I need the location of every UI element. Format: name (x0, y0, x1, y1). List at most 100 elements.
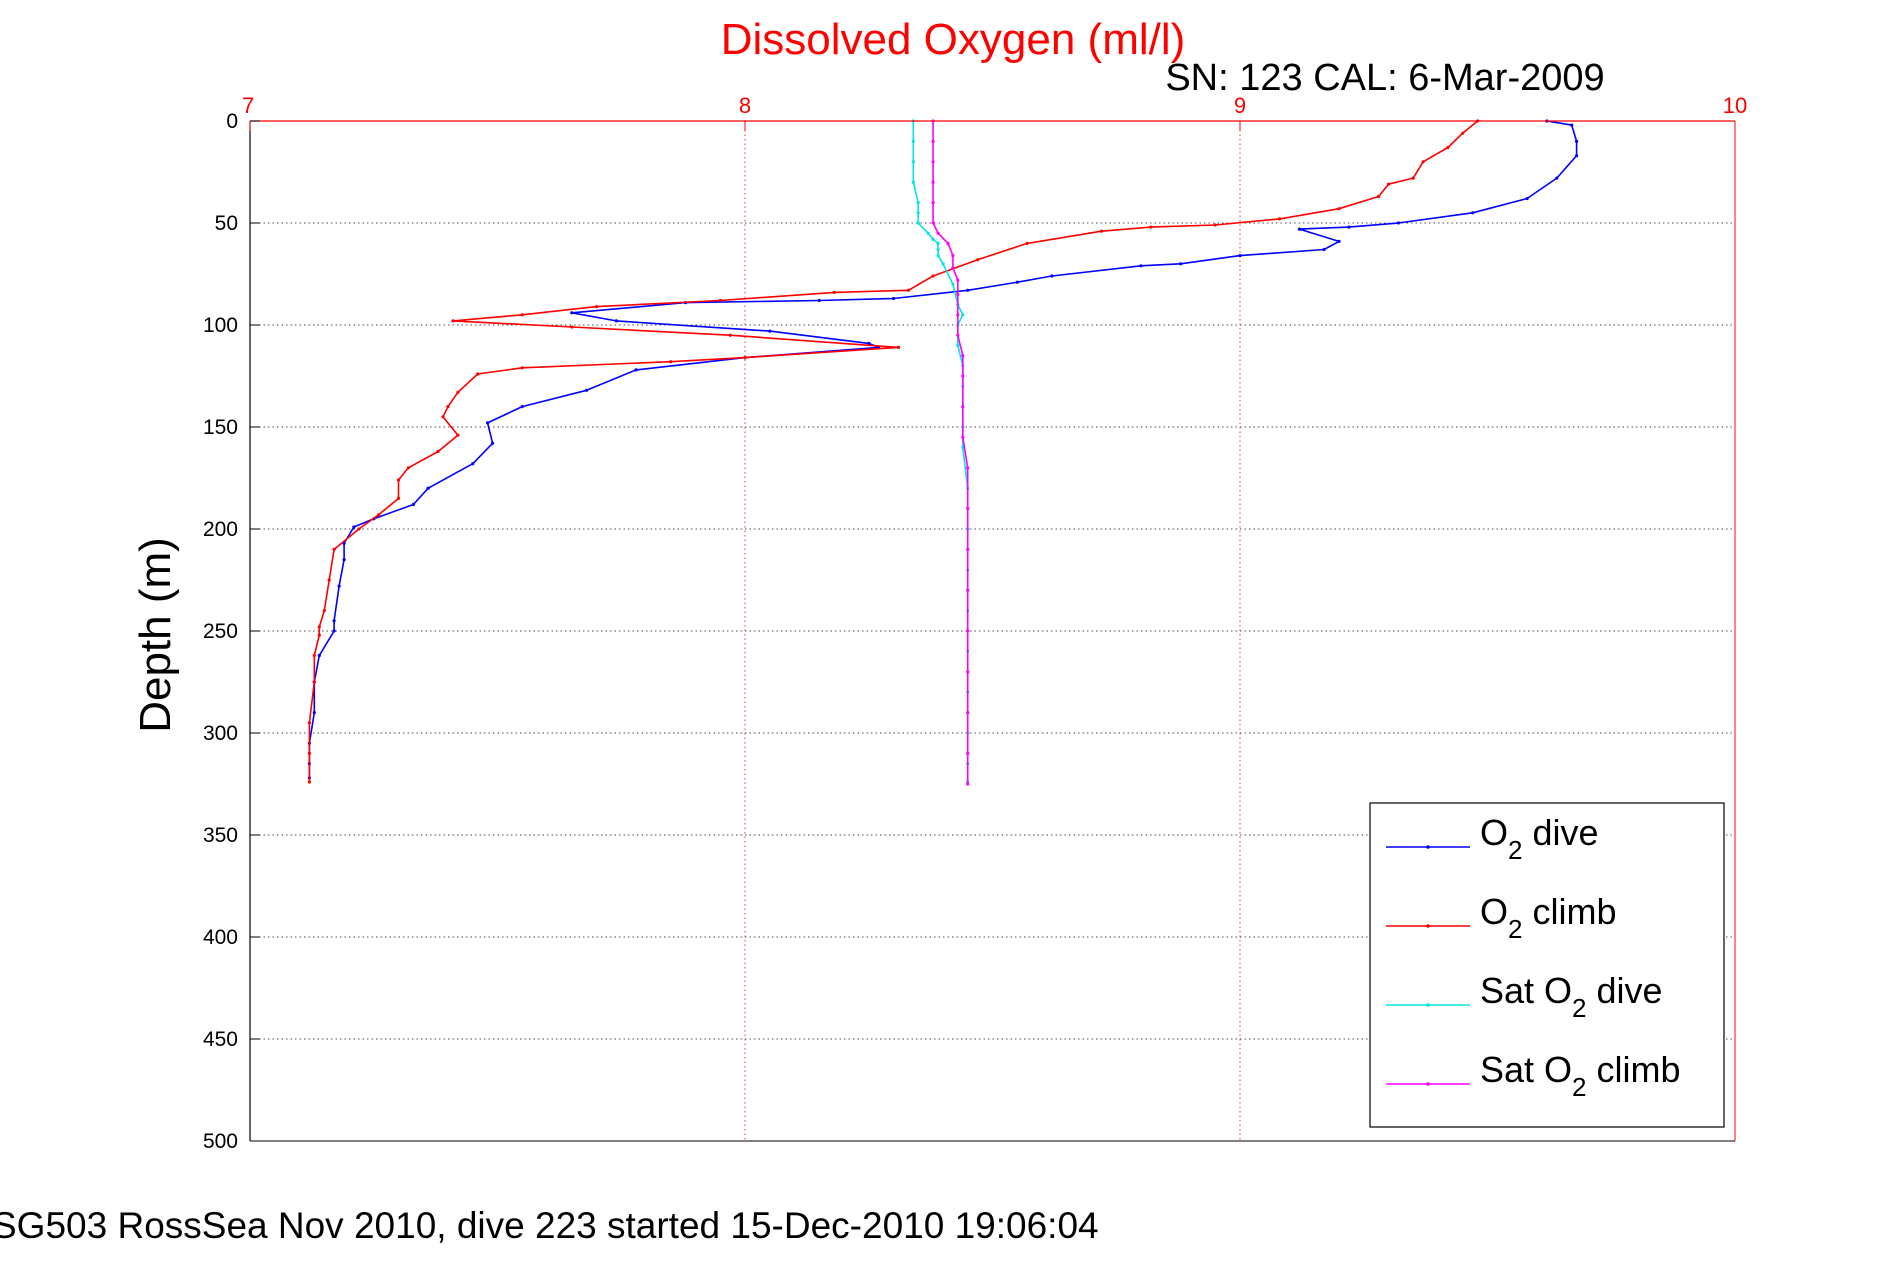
data-point (1179, 262, 1183, 266)
data-point (931, 237, 935, 241)
series-line-dive (308, 120, 1578, 778)
data-point (718, 298, 722, 303)
data-point (931, 221, 935, 225)
data-point (817, 298, 821, 303)
data-point (728, 333, 732, 337)
data-point (743, 356, 747, 360)
legend-label: O2 dive (1480, 812, 1599, 865)
data-point (931, 139, 935, 143)
x-tick-label: 10 (1723, 93, 1747, 118)
legend-box (1369, 802, 1725, 1128)
data-point (307, 721, 311, 725)
chart-subtitle: SN: 123 CAL: 6-Mar-2009 (1165, 57, 1604, 99)
legend-label: O2 climb (1480, 891, 1617, 944)
data-point (1377, 194, 1381, 199)
data-point (936, 254, 940, 258)
series-line-sat-dive (912, 121, 969, 782)
data-point (441, 415, 445, 419)
data-point (332, 547, 336, 552)
chart-title: Dissolved Oxygen (ml/l) (721, 15, 1186, 64)
data-point (1461, 131, 1465, 135)
data-point (396, 478, 401, 482)
footer-caption: SG503 RossSea Nov 2010, dive 223 started… (0, 1205, 1099, 1246)
data-point (406, 466, 410, 470)
data-point (317, 633, 321, 637)
legend-marker (1426, 924, 1430, 928)
data-point (1446, 145, 1450, 150)
data-point (916, 201, 920, 205)
data-point (357, 527, 361, 531)
y-tick-label: 500 (203, 1130, 238, 1153)
grid (250, 121, 1735, 1141)
legend-marker (1426, 845, 1430, 849)
legend: O2 dive O2 climb Sat O2 dive Sat O2 climb (1369, 802, 1725, 1128)
y-tick-label: 50 (215, 212, 238, 235)
data-point (951, 266, 955, 270)
data-point (906, 288, 911, 292)
data-point (956, 313, 960, 317)
data-point (486, 421, 490, 425)
data-point (1297, 227, 1301, 231)
data-point (312, 653, 316, 658)
data-point (1396, 221, 1400, 225)
data-point (966, 782, 970, 786)
data-point (307, 751, 311, 756)
data-point (966, 711, 970, 715)
y-tick-label: 350 (203, 824, 238, 847)
data-point (446, 405, 450, 409)
data-point (1025, 241, 1029, 245)
data-point (1421, 160, 1425, 164)
data-point (307, 780, 311, 784)
data-point (1238, 254, 1242, 258)
data-point (317, 625, 321, 629)
data-point (961, 374, 965, 378)
data-point (317, 653, 321, 658)
data-point (961, 313, 965, 317)
y-tick-label: 100 (203, 314, 238, 337)
data-point (946, 241, 950, 245)
data-point (926, 231, 930, 235)
series-line-sat-climb (932, 121, 969, 784)
data-point (1322, 247, 1326, 252)
series-lines (307, 119, 1579, 786)
data-point (570, 325, 574, 329)
data-point (1015, 280, 1019, 284)
data-point (966, 288, 970, 292)
data-point (966, 507, 970, 511)
y-tick-label: 250 (203, 620, 238, 643)
y-tick-label: 0 (226, 110, 238, 133)
series-line-climb (308, 120, 1479, 782)
y-tick-label: 450 (203, 1028, 238, 1051)
data-point (966, 466, 970, 470)
data-point (911, 160, 915, 164)
data-point (1575, 139, 1579, 143)
data-point (956, 278, 960, 282)
y-tick-label: 200 (203, 518, 238, 541)
data-point (1149, 225, 1153, 229)
legend-marker (1426, 1082, 1430, 1086)
data-point (961, 354, 965, 358)
data-point (867, 341, 871, 345)
data-point (312, 711, 316, 715)
data-point (520, 405, 524, 409)
data-point (1386, 182, 1391, 186)
data-point (342, 558, 346, 562)
data-point (476, 372, 480, 376)
data-point (426, 486, 430, 490)
data-point (520, 366, 524, 370)
data-point (1471, 211, 1475, 215)
data-point (1555, 176, 1559, 180)
data-point (911, 180, 915, 184)
data-point (1347, 225, 1351, 229)
data-point (936, 241, 940, 245)
data-point (411, 502, 415, 507)
data-point (570, 311, 574, 315)
data-point (1050, 274, 1054, 278)
legend-label: Sat O2 climb (1480, 1049, 1681, 1102)
y-axis-label: Depth (m) (131, 537, 180, 733)
data-point (832, 290, 836, 294)
data-point (936, 247, 940, 252)
axes: 0 50 100 150 200 250 300 350 400 450 500 7 8 9 10 (203, 93, 1747, 1153)
y-tick-label: 400 (203, 926, 238, 949)
data-point (941, 262, 945, 266)
